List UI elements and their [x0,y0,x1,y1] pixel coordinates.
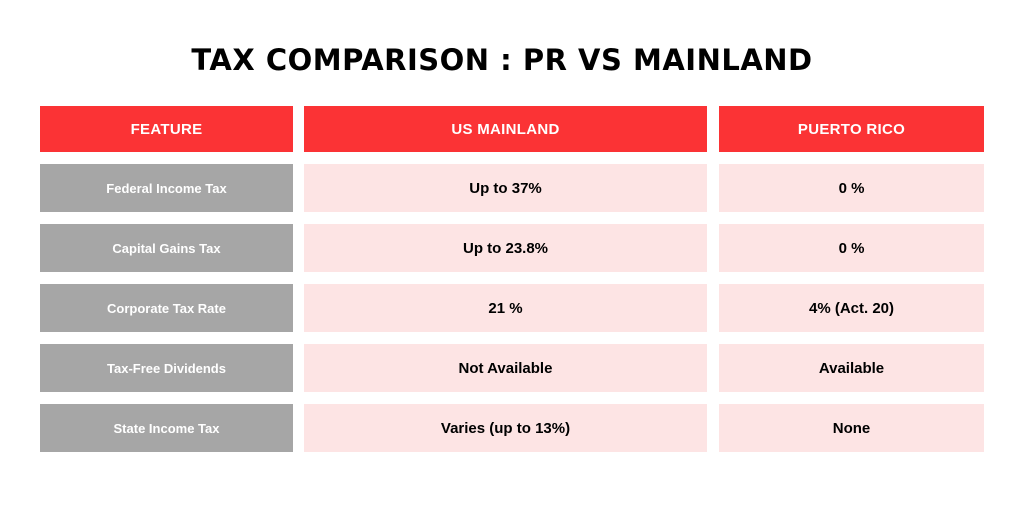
us-corporate-tax-rate: 21 % [304,284,707,332]
pr-capital-gains-tax: 0 % [719,224,984,272]
feature-federal-income-tax: Federal Income Tax [40,164,293,212]
feature-corporate-tax-rate: Corporate Tax Rate [40,284,293,332]
header-puerto-rico: PUERTO RICO [719,106,984,152]
header-us-mainland: US MAINLAND [304,106,707,152]
pr-federal-income-tax: 0 % [719,164,984,212]
page-title: TAX COMPARISON : PR VS MAINLAND [191,43,813,77]
header-feature: FEATURE [40,106,293,152]
feature-state-income-tax: State Income Tax [40,404,293,452]
us-tax-free-dividends: Not Available [304,344,707,392]
pr-tax-free-dividends: Available [719,344,984,392]
feature-tax-free-dividends: Tax-Free Dividends [40,344,293,392]
us-capital-gains-tax: Up to 23.8% [304,224,707,272]
us-federal-income-tax: Up to 37% [304,164,707,212]
pr-state-income-tax: None [719,404,984,452]
us-state-income-tax: Varies (up to 13%) [304,404,707,452]
pr-corporate-tax-rate: 4% (Act. 20) [719,284,984,332]
feature-capital-gains-tax: Capital Gains Tax [40,224,293,272]
